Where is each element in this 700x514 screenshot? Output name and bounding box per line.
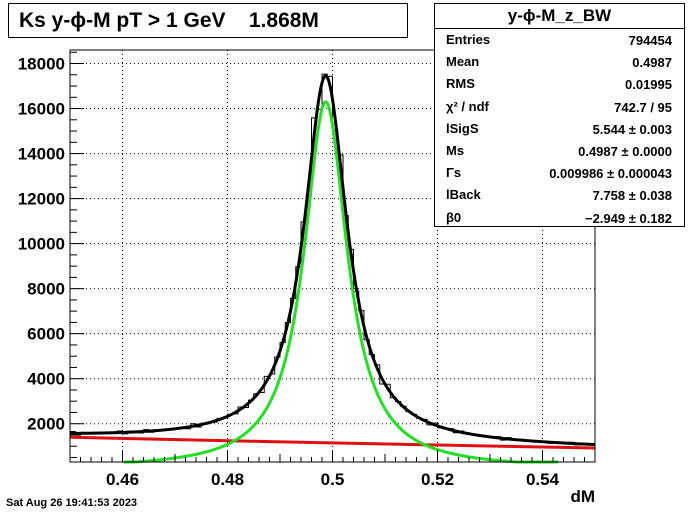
stats-value: 0.4987: [632, 55, 672, 71]
y-tick-label: 8000: [27, 280, 65, 299]
stats-label: RMS: [446, 76, 475, 92]
stats-label: Mean: [446, 54, 480, 70]
stats-label: lSigS: [446, 120, 479, 136]
stats-value: 0.01995: [625, 77, 672, 93]
tick-labels: 0.46 0.48 0.5 0.52 0.54 2000 4000 6000 8000 10000…: [18, 55, 560, 489]
x-axis-label: dM: [570, 487, 595, 506]
stats-row: lBack 7.758 ± 0.038: [435, 184, 684, 206]
stats-row: lSigS 5.544 ± 0.003: [435, 118, 684, 140]
x-tick-label: 0.48: [211, 470, 244, 489]
x-tick-label: 0.52: [421, 470, 454, 489]
stats-label: Entries: [446, 32, 491, 47]
y-tick-label: 10000: [18, 235, 65, 254]
stats-label: χ² / ndf: [446, 98, 489, 114]
stats-row: RMS 0.01995: [435, 73, 684, 95]
chart-title: Ks y-ϕ-M pT > 1 GeV 1.868M: [8, 3, 408, 38]
stats-label: Γs: [446, 165, 462, 181]
y-tick-label: 14000: [18, 145, 65, 164]
stats-value: −2.949 ± 0.182: [584, 210, 672, 226]
stats-label: Ms: [446, 142, 465, 158]
y-tick-label: 4000: [27, 370, 65, 389]
x-tick-label: 0.54: [526, 470, 560, 489]
curves: [69, 73, 596, 464]
x-tick-label: 0.46: [106, 470, 139, 489]
stats-label: lBack: [446, 187, 481, 203]
x-tick-label: 0.5: [321, 470, 345, 489]
background-fit: [69, 435, 596, 450]
stats-value: 742.7 / 95: [614, 99, 672, 115]
stats-row: Γs 0.009986 ± 0.000043: [435, 162, 684, 184]
signal-fit: [123, 100, 559, 464]
stats-value: 7.758 ± 0.038: [592, 188, 672, 204]
stats-row: Entries 794454: [435, 29, 684, 51]
stats-value: 0.009986 ± 0.000043: [549, 166, 672, 182]
stats-label: β0: [446, 209, 462, 225]
ticks: [69, 51, 596, 462]
stats-value: 794454: [628, 33, 672, 48]
stats-row: χ² / ndf 742.7 / 95: [435, 96, 684, 118]
stats-row: β0 −2.949 ± 0.182: [435, 207, 684, 229]
y-tick-label: 2000: [27, 415, 65, 434]
stats-row: Mean 0.4987: [435, 51, 684, 73]
stats-value: 5.544 ± 0.003: [592, 121, 672, 137]
timestamp: Sat Aug 26 19:41:53 2023: [6, 497, 138, 509]
stats-value: 0.4987 ± 0.0000: [578, 143, 672, 159]
stats-row: Ms 0.4987 ± 0.0000: [435, 140, 684, 162]
y-tick-label: 16000: [18, 100, 65, 119]
y-tick-label: 6000: [27, 325, 65, 344]
stats-box: y-ϕ-M_z_BW Entries 794454 Mean 0.4987 RMS 0.0…: [434, 3, 685, 227]
y-tick-label: 18000: [18, 55, 65, 74]
stats-rows: Entries 794454 Mean 0.4987 RMS 0.01995 χ² / nd…: [435, 29, 684, 229]
stats-title: y-ϕ-M_z_BW: [435, 4, 684, 29]
total-fit: [69, 74, 596, 447]
y-tick-label: 12000: [18, 190, 65, 209]
